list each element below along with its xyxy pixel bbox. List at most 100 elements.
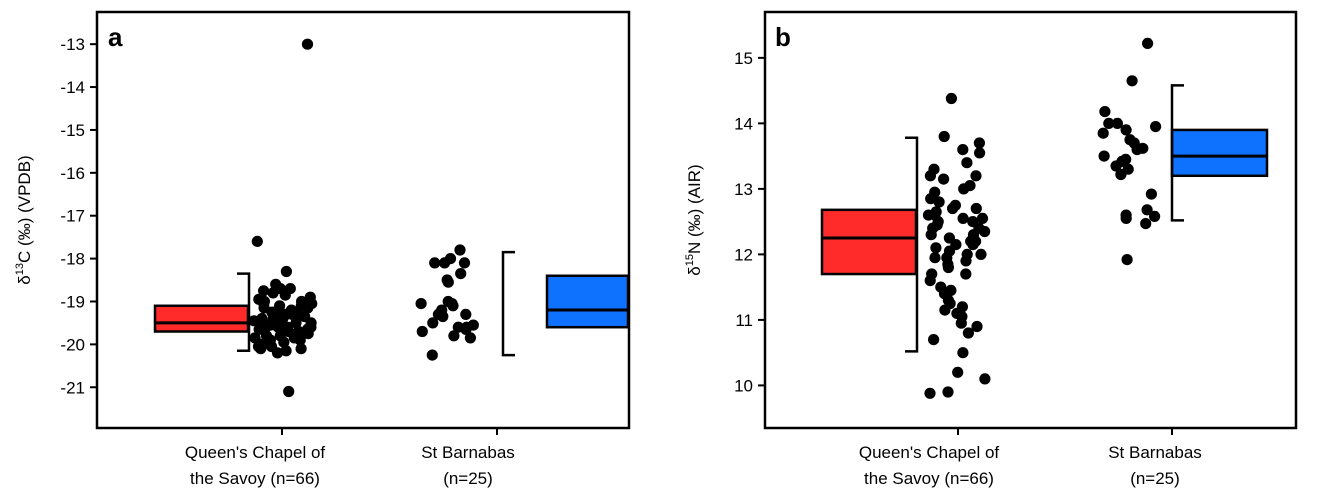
data-point	[290, 317, 302, 329]
whisker-bracket	[501, 250, 515, 357]
x-category-label-line2: (n=25)	[443, 469, 493, 488]
y-axis-title: δ13C (‰) (VPDB)	[14, 155, 34, 284]
x-category-label-line2: the Savoy (n=66)	[864, 469, 994, 488]
data-point	[928, 334, 940, 346]
data-point	[973, 222, 985, 234]
data-point	[1097, 127, 1109, 139]
data-point	[464, 332, 476, 344]
data-point	[973, 137, 986, 149]
data-point	[267, 287, 279, 299]
data-point	[301, 38, 314, 50]
data-point	[941, 252, 953, 264]
data-point	[967, 239, 979, 251]
y-tick-label: 14	[734, 114, 753, 133]
data-point	[961, 157, 973, 169]
data-point	[1115, 168, 1127, 181]
data-point	[1149, 210, 1161, 222]
data-point	[970, 170, 982, 182]
data-point	[952, 366, 964, 378]
y-axis-title-prefix: δ	[685, 266, 704, 275]
whisker-bracket	[237, 272, 251, 353]
y-tick-label: -13	[60, 35, 85, 54]
box-iqr	[153, 304, 250, 333]
whisker-bracket	[1170, 84, 1184, 222]
data-point	[429, 257, 441, 269]
data-point	[415, 298, 427, 310]
data-point	[1098, 150, 1110, 162]
data-point	[416, 325, 428, 338]
y-axis-title-text: C (‰) (VPDB)	[15, 155, 34, 263]
data-point	[295, 328, 307, 340]
data-point	[955, 317, 967, 329]
data-point	[295, 343, 307, 355]
box-iqr	[1170, 128, 1269, 178]
data-point	[945, 92, 958, 105]
data-point	[939, 304, 951, 316]
data-point	[1141, 204, 1153, 216]
data-point	[925, 229, 937, 241]
y-tick-label: 10	[734, 376, 753, 395]
data-point	[249, 332, 261, 344]
data-point	[253, 323, 265, 335]
data-point	[1131, 144, 1143, 156]
y-tick-label: -15	[60, 121, 85, 140]
y-tick-label: -19	[60, 292, 85, 311]
data-point	[252, 340, 265, 353]
data-point	[1150, 121, 1162, 133]
box-iqr	[545, 274, 630, 329]
data-point	[938, 130, 950, 143]
y-tick-label: 11	[735, 311, 753, 330]
data-point	[299, 310, 311, 323]
data-point	[933, 196, 945, 208]
y-tick-label: -17	[60, 207, 85, 226]
data-point	[275, 315, 288, 327]
data-point	[957, 144, 969, 156]
data-point	[1145, 188, 1157, 200]
box-iqr	[820, 208, 918, 276]
data-point	[439, 257, 451, 269]
data-point	[938, 173, 950, 185]
data-point	[427, 317, 439, 329]
data-point	[974, 147, 986, 159]
data-point	[271, 347, 284, 359]
data-point	[970, 202, 982, 215]
data-point	[929, 252, 941, 264]
y-tick-label: -21	[60, 378, 85, 397]
data-point	[1120, 124, 1132, 136]
data-point	[979, 373, 991, 385]
data-point	[1140, 218, 1152, 230]
x-category-label-line1: St Barnabas	[421, 443, 515, 462]
data-point	[975, 248, 987, 260]
data-point	[971, 320, 983, 333]
data-point	[1111, 117, 1123, 129]
x-category-label-line1: Queen's Chapel of	[185, 443, 326, 462]
data-point	[442, 276, 454, 288]
data-point	[958, 183, 970, 195]
plot-frame	[763, 10, 1298, 430]
data-point	[957, 212, 969, 224]
data-point	[280, 345, 292, 357]
x-category-label-line2: (n=25)	[1130, 469, 1180, 488]
data-point	[253, 293, 265, 305]
x-category-label-line2: the Savoy (n=66)	[190, 469, 320, 488]
panel-label: a	[108, 22, 123, 52]
data-point	[957, 347, 969, 359]
data-point	[976, 212, 989, 224]
y-tick-label: 15	[734, 49, 753, 68]
data-point	[962, 327, 975, 339]
data-point	[947, 202, 959, 215]
data-point	[960, 255, 972, 267]
data-point	[460, 308, 472, 320]
y-axis-title-prefix: δ	[15, 275, 34, 284]
y-tick-label: 13	[734, 180, 753, 199]
chart-panel-a: a -13 -14 -15 -16 -17 -18 -19 -20 -21 δ13C (‰) (VP…	[14, 10, 631, 488]
data-point	[455, 268, 467, 280]
data-point	[437, 310, 449, 323]
data-point	[1103, 117, 1115, 129]
x-category-label-line1: St Barnabas	[1108, 443, 1202, 462]
data-point	[278, 336, 290, 348]
data-point	[460, 323, 472, 335]
panel-label: b	[775, 22, 791, 52]
y-axis-title-superscript: 15	[684, 254, 696, 266]
